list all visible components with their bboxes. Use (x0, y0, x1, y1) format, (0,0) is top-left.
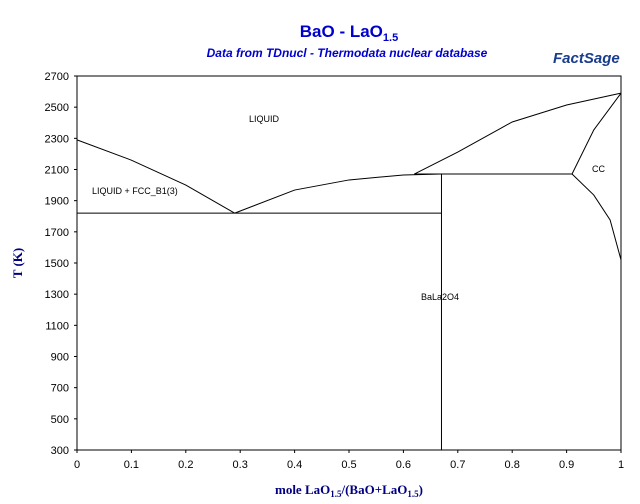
x-label-part: /(BaO+LaO (340, 482, 407, 497)
x-label-sub: 1.5 (407, 489, 419, 499)
y-tick-label: 1100 (45, 320, 69, 332)
x-tick-label: 0.5 (341, 459, 356, 471)
annotation: CC (592, 164, 605, 174)
x-label-part: mole LaO (275, 482, 330, 497)
y-tick-label: 500 (51, 414, 69, 426)
phase-boundary (234, 173, 442, 214)
phase-boundary (571, 173, 622, 261)
title-main: BaO - LaO (300, 22, 383, 41)
y-tick-label: 1700 (45, 227, 69, 239)
x-tick-label: 0.6 (396, 459, 411, 471)
logo: FactSage (553, 50, 620, 67)
x-tick-label: 0.9 (559, 459, 574, 471)
annotation: BaLa2O4 (421, 292, 459, 302)
chart-title: BaO - LaO1.5 (300, 22, 398, 44)
x-label-part: ) (419, 482, 423, 497)
x-tick-label: 0.1 (124, 459, 139, 471)
phase-boundary (76, 139, 236, 214)
y-tick-label: 2300 (45, 133, 69, 145)
phase-boundary (414, 92, 622, 175)
x-tick-label: 0.3 (233, 459, 248, 471)
y-tick-label: 300 (51, 445, 69, 457)
x-tick-label: 0.4 (287, 459, 302, 471)
y-tick-label: 900 (51, 352, 69, 364)
x-tick-label: 0.2 (178, 459, 193, 471)
x-label-sub: 1.5 (330, 489, 342, 499)
x-tick-label: 1 (618, 459, 624, 471)
y-axis-label: T (K) (10, 248, 25, 278)
y-tick-label: 1900 (45, 196, 69, 208)
y-tick-label: 1500 (45, 258, 69, 270)
y-tick-label: 2500 (45, 102, 69, 114)
annotation: LIQUID + FCC_B1(3) (92, 186, 178, 196)
x-tick-label: 0.8 (505, 459, 520, 471)
x-tick-label: 0.7 (450, 459, 465, 471)
x-axis-label: mole LaO1.5/(BaO+LaO1.5) (275, 482, 423, 499)
x-tick-label: 0 (74, 459, 80, 471)
y-tick-label: 700 (51, 383, 69, 395)
y-tick-label: 2100 (45, 165, 69, 177)
plot-frame (76, 75, 622, 451)
title-sub: 1.5 (383, 32, 398, 44)
annotation: LIQUID (249, 114, 280, 124)
phase-boundary (571, 92, 622, 175)
y-tick-label: 2700 (45, 71, 69, 83)
y-tick-label: 1300 (45, 289, 69, 301)
subtitle: Data from TDnucl - Thermodata nuclear da… (207, 46, 488, 60)
